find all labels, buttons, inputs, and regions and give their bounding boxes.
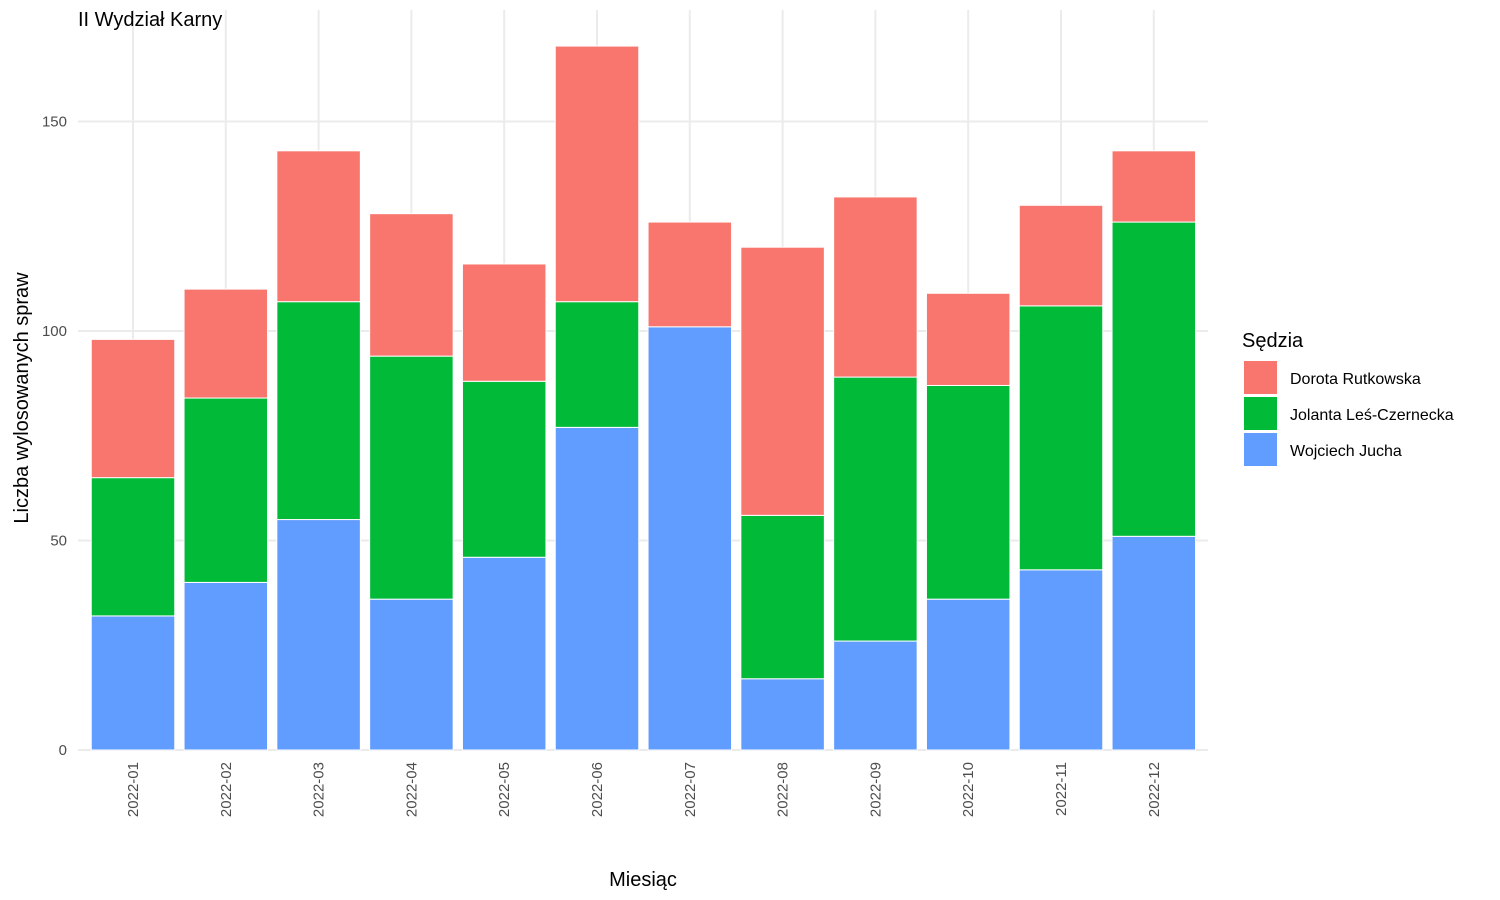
y-tick-label: 0	[59, 742, 67, 759]
x-tick-label: 2022-03	[311, 762, 328, 817]
bar-segment	[1018, 569, 1104, 751]
bar-segment	[554, 45, 640, 303]
bar-segment	[554, 301, 640, 428]
y-tick-label: 50	[50, 533, 67, 550]
x-tick-label: 2022-10	[960, 762, 977, 817]
x-tick-label: 2022-04	[403, 762, 420, 817]
bar-segment	[276, 519, 361, 751]
x-tick-label: 2022-01	[125, 762, 142, 817]
bar-segment	[369, 355, 454, 600]
legend-swatch	[1244, 433, 1277, 466]
y-axis-title: Liczba wylosowanych spraw	[11, 272, 33, 524]
legend-label: Dorota Rutkowska	[1290, 371, 1421, 388]
bar-segment	[647, 326, 733, 751]
x-tick-label: 2022-06	[589, 762, 606, 817]
bar-segment	[833, 640, 918, 751]
bar-segment	[369, 213, 454, 357]
bar-segment	[183, 581, 269, 751]
bar-segment	[1111, 535, 1197, 751]
bar-segment	[1018, 204, 1104, 307]
bar-segment	[461, 380, 547, 558]
bar-segment	[90, 338, 176, 479]
bar-segment	[647, 221, 733, 328]
x-tick-label: 2022-05	[496, 762, 513, 817]
chart-title: II Wydział Karny	[78, 9, 222, 31]
bar-segment	[740, 246, 825, 516]
x-tick-label: 2022-08	[775, 762, 792, 817]
x-tick-label: 2022-11	[1053, 762, 1070, 816]
bar-segment	[90, 477, 176, 617]
bars	[90, 45, 1197, 751]
x-tick-label: 2022-02	[218, 762, 235, 817]
x-tick-label: 2022-12	[1146, 762, 1163, 817]
x-tick-label: 2022-07	[682, 762, 699, 817]
y-axis-ticks: 0 50 100 150	[42, 114, 67, 760]
legend-swatch	[1244, 361, 1277, 394]
bar-segment	[369, 598, 454, 751]
bar-segment	[276, 150, 361, 303]
bar-segment	[925, 598, 1011, 751]
y-tick-label: 150	[42, 114, 67, 131]
x-tick-label: 2022-09	[867, 762, 884, 817]
bar-segment	[740, 678, 825, 751]
bar-segment	[461, 263, 547, 382]
x-axis-title: Miesiąc	[609, 869, 677, 891]
bar-segment	[183, 288, 269, 399]
legend: Sędzia Dorota Rutkowska Jolanta Leś-Czern…	[1242, 330, 1454, 466]
y-tick-label: 100	[42, 323, 67, 340]
bar-segment	[833, 376, 918, 642]
bar-segment	[461, 556, 547, 751]
legend-title: Sędzia	[1242, 330, 1304, 352]
legend-label: Wojciech Jucha	[1290, 443, 1402, 460]
bar-segment	[925, 384, 1011, 600]
legend-swatch	[1244, 397, 1277, 430]
bar-segment	[925, 292, 1011, 386]
legend-label: Jolanta Leś-Czernecka	[1290, 407, 1454, 424]
bar-segment	[1018, 305, 1104, 571]
bar-segment	[276, 301, 361, 521]
bar-segment	[90, 615, 176, 751]
bar-segment	[1111, 221, 1197, 537]
bar-segment	[833, 196, 918, 378]
bar-segment	[740, 514, 825, 680]
x-axis-ticks: 2022-01 2022-02 2022-03 2022-04 2022-05 2022-…	[125, 762, 1163, 817]
bar-segment	[1111, 150, 1197, 223]
bar-segment	[554, 426, 640, 751]
bar-segment	[183, 397, 269, 583]
